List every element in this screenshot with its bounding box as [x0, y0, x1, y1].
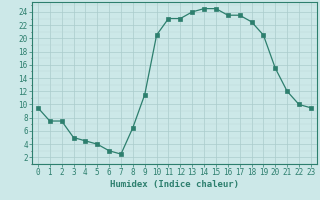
X-axis label: Humidex (Indice chaleur): Humidex (Indice chaleur) [110, 180, 239, 189]
